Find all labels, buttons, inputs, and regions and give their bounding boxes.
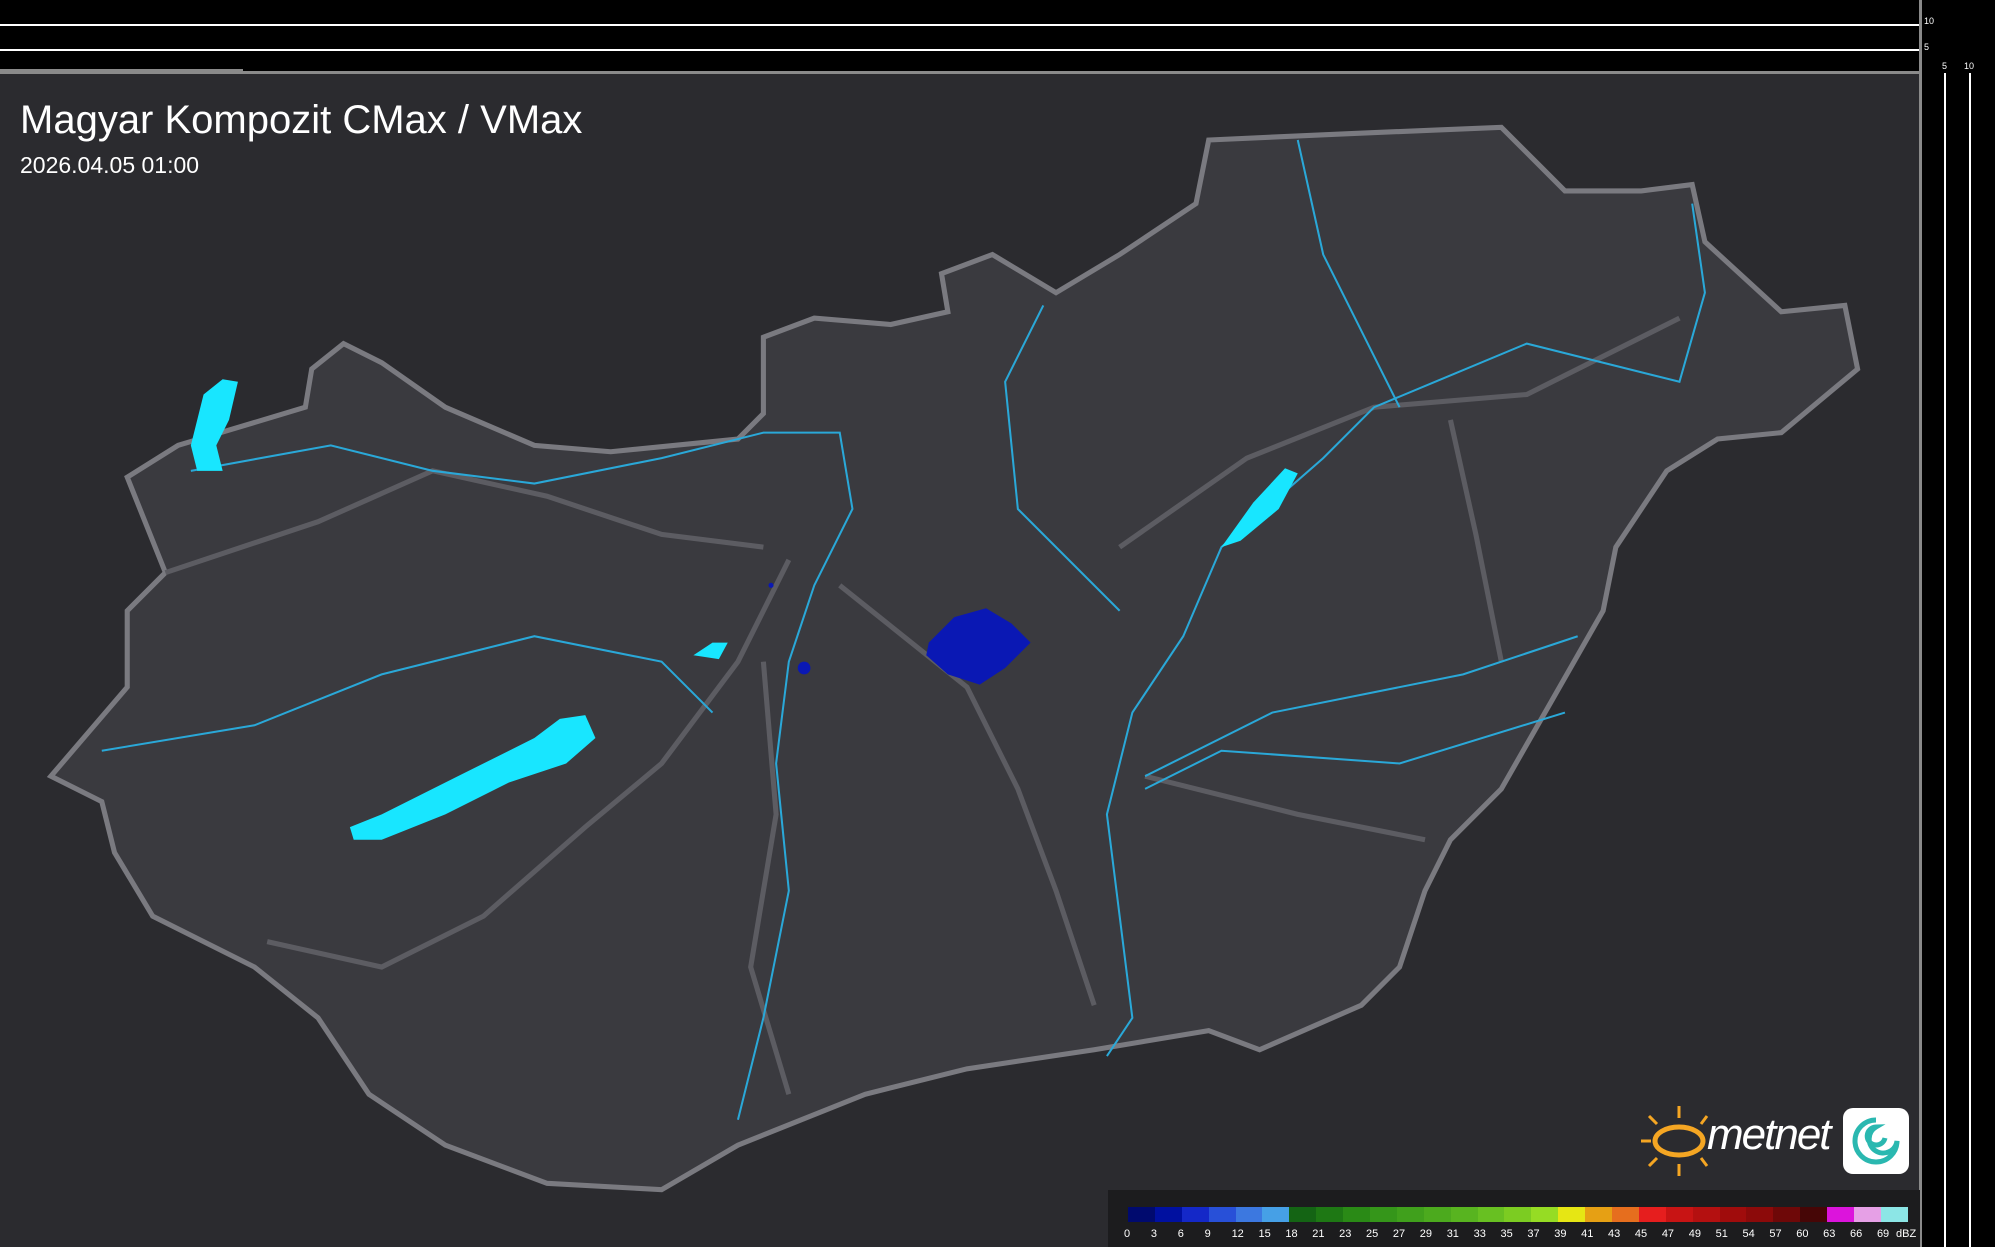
dbz-legend: 0 3 6 9 12 15 18 21 23 25 27 29 31 33 35 37 39 41 43 45 47 49… xyxy=(1108,1190,1920,1247)
scale-label: 10 xyxy=(1964,61,1975,71)
legend-swatch: 49 xyxy=(1689,1207,1720,1240)
legend-swatch: 41 xyxy=(1581,1207,1613,1240)
legend-swatch: 47 xyxy=(1662,1207,1693,1240)
legend-label: 25 xyxy=(1366,1228,1379,1240)
legend-swatch: 37 xyxy=(1527,1207,1559,1240)
legend-swatch: 6 xyxy=(1178,1207,1209,1240)
legend-swatch: 18 xyxy=(1285,1207,1317,1240)
logo-text: metnet xyxy=(1707,1110,1832,1159)
legend-swatch: 35 xyxy=(1500,1207,1532,1240)
legend-swatch: 43 xyxy=(1608,1207,1639,1240)
sun-icon xyxy=(1641,1106,1709,1176)
metnet-logo: metnet xyxy=(1637,1104,1909,1178)
legend-label: 57 xyxy=(1769,1228,1782,1240)
legend-label: 15 xyxy=(1258,1228,1271,1240)
legend-swatch: 31 xyxy=(1447,1207,1478,1240)
legend-label: 31 xyxy=(1446,1228,1459,1240)
scale-label: 5 xyxy=(1942,61,1948,71)
legend-swatch: 54 xyxy=(1742,1207,1774,1240)
scale-line-5 xyxy=(0,49,1921,51)
lake-ferto xyxy=(190,379,238,471)
legend-swatch: 27 xyxy=(1393,1207,1424,1240)
legend-label: 49 xyxy=(1688,1228,1701,1240)
legend-swatch: 39 xyxy=(1554,1207,1586,1240)
legend-swatch: 0 xyxy=(1124,1207,1155,1240)
legend-label: 6 xyxy=(1177,1228,1184,1240)
legend-label: 0 xyxy=(1124,1228,1131,1240)
timestamp: 2026.04.05 01:00 xyxy=(20,152,200,178)
scale-line-v10 xyxy=(1969,73,1971,1247)
legend-label: 27 xyxy=(1392,1228,1406,1240)
legend-swatch: 23 xyxy=(1339,1207,1371,1240)
scale-line-10 xyxy=(0,24,1921,26)
legend-swatch: 12 xyxy=(1232,1207,1263,1240)
legend-swatch: 45 xyxy=(1635,1207,1666,1240)
legend-label: 33 xyxy=(1473,1228,1486,1240)
legend-swatch: 51 xyxy=(1716,1207,1747,1240)
legend-unit: dBZ xyxy=(1896,1228,1917,1240)
legend-swatch: 9 xyxy=(1205,1207,1236,1240)
precipitation-echo xyxy=(768,582,1031,685)
legend-swatch: 57 xyxy=(1769,1207,1801,1240)
legend-label: 3 xyxy=(1150,1228,1158,1240)
legend-label: 45 xyxy=(1634,1228,1648,1240)
lake-velence xyxy=(693,642,728,660)
legend-label: 66 xyxy=(1850,1228,1863,1240)
legend-label: 63 xyxy=(1823,1228,1836,1240)
legend-label: 21 xyxy=(1312,1228,1325,1240)
legend-swatch: 66 xyxy=(1850,1207,1881,1240)
legend-label: 29 xyxy=(1419,1228,1433,1240)
legend-label: 43 xyxy=(1608,1228,1621,1240)
legend-colorbar: 0 3 6 9 12 15 18 21 23 25 27 29 31 33 35 37 39 41 43 45 47 49… xyxy=(1124,1207,1908,1240)
legend-label: 18 xyxy=(1285,1228,1298,1240)
legend-label: 69 xyxy=(1876,1228,1890,1240)
legend-label: 60 xyxy=(1796,1228,1809,1240)
legend-swatch: 63 xyxy=(1823,1207,1855,1240)
scale-line-v5 xyxy=(1944,73,1946,1247)
legend-swatch: 33 xyxy=(1474,1207,1505,1240)
legend-label: 47 xyxy=(1661,1228,1675,1240)
top-scale-marker xyxy=(0,69,243,72)
legend-swatch: 29 xyxy=(1420,1207,1451,1240)
legend-swatch: 25 xyxy=(1366,1207,1397,1240)
legend-label: 39 xyxy=(1554,1228,1567,1240)
right-scale-border xyxy=(1919,0,1922,1247)
metnet-swirl-icon xyxy=(1843,1108,1909,1174)
scale-label: 5 xyxy=(1924,42,1930,52)
legend-label: 12 xyxy=(1231,1228,1244,1240)
legend-swatch: 21 xyxy=(1312,1207,1344,1240)
legend-swatch: 60 xyxy=(1796,1207,1828,1240)
legend-swatch: 3 xyxy=(1151,1207,1182,1240)
legend-label: 51 xyxy=(1715,1228,1728,1240)
top-scale-border xyxy=(0,71,1921,74)
legend-label: 23 xyxy=(1339,1228,1352,1240)
legend-swatch: 15 xyxy=(1258,1207,1290,1240)
legend-label: 37 xyxy=(1527,1228,1540,1240)
page-title: Magyar Kompozit CMax / VMax xyxy=(20,98,583,142)
legend-swatch: 69 xyxy=(1877,1207,1908,1240)
legend-label: 35 xyxy=(1500,1228,1513,1240)
legend-label: 41 xyxy=(1581,1228,1594,1240)
lake-balaton xyxy=(349,715,596,840)
legend-label: 9 xyxy=(1204,1228,1211,1240)
scale-label: 10 xyxy=(1924,16,1935,26)
lake-tisza xyxy=(1221,468,1298,548)
legend-label: 54 xyxy=(1742,1228,1755,1240)
